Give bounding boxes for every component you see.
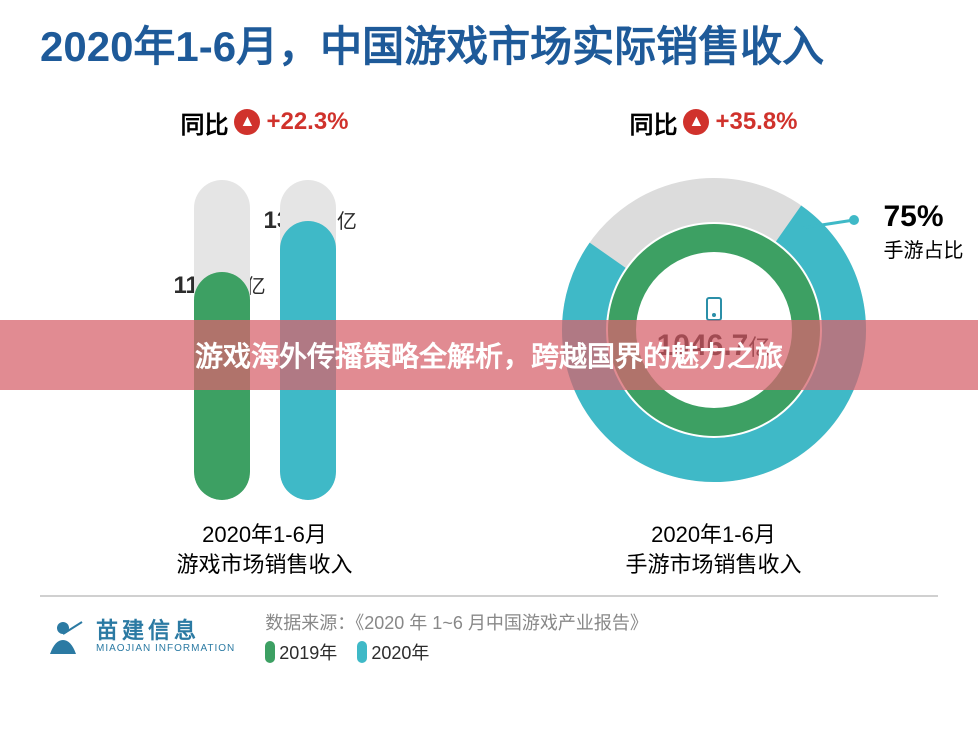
overlay-banner: 游戏海外传播策略全解析，跨越国界的魅力之旅 [0, 320, 978, 390]
brand-sub: MIAOJIAN INFORMATION [96, 643, 235, 654]
yoy-label-text: 同比 [180, 105, 228, 140]
brand-block: 苗建信息 MIAOJIAN INFORMATION [40, 614, 235, 660]
donut-callout: 75% 手游占比 [884, 200, 964, 263]
right-caption: 2020年1-6月 手游市场销售收入 [625, 520, 801, 582]
legend: 2019年 2020年 [265, 639, 648, 665]
callout-value: 75% [884, 200, 964, 234]
yoy-pct-value: +22.3% [266, 108, 348, 136]
yoy-pct-value: +35.8% [715, 108, 797, 136]
yoy-label-text: 同比 [629, 105, 677, 140]
source-text: 数据来源：《2020 年 1~6 月中国游戏产业报告》 2019年 2020年 [265, 609, 648, 665]
left-caption: 2020年1-6月 游戏市场销售收入 [176, 520, 352, 582]
legend-item-2019: 2019年 [265, 639, 337, 665]
right-yoy: 同比 ▲ +35.8% [629, 105, 797, 140]
up-arrow-icon: ▲ [234, 109, 260, 135]
callout-label: 手游占比 [884, 234, 964, 263]
phone-icon [706, 297, 722, 321]
up-arrow-icon: ▲ [683, 109, 709, 135]
brand-name: 苗建信息 [96, 619, 235, 643]
left-yoy: 同比 ▲ +22.3% [180, 105, 348, 140]
footer: 苗建信息 MIAOJIAN INFORMATION 数据来源：《2020 年 1… [40, 595, 938, 665]
main-title: 2020年1-6月，中国游戏市场实际销售收入 [40, 20, 938, 75]
brand-logo-icon [40, 614, 86, 660]
legend-item-2020: 2020年 [357, 639, 429, 665]
